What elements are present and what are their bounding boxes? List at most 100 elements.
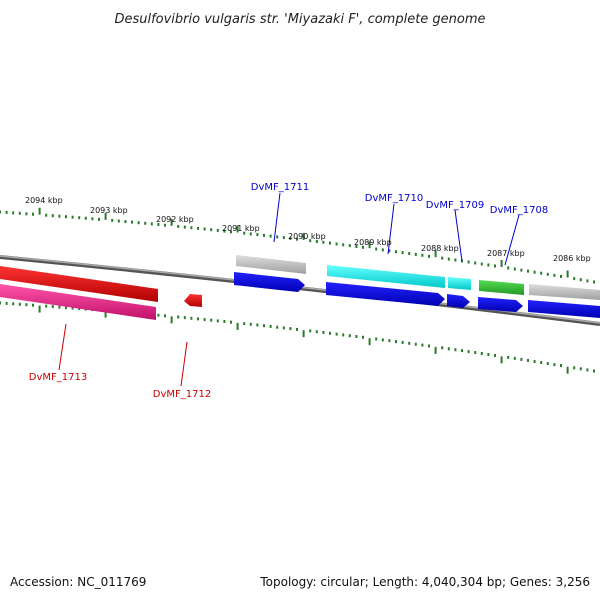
- minor-tick: [381, 248, 384, 252]
- minor-tick: [5, 210, 8, 214]
- gene-label-dvmf-1713[interactable]: DvMF_1713: [29, 372, 87, 383]
- minor-tick: [263, 233, 265, 237]
- minor-tick: [230, 230, 232, 234]
- minor-tick: [579, 367, 582, 371]
- gene-label-dvmf-1708[interactable]: DvMF_1708: [490, 205, 548, 216]
- major-tick: [368, 338, 371, 346]
- minor-tick: [177, 315, 180, 319]
- minor-tick: [467, 350, 470, 354]
- minor-tick: [32, 303, 34, 307]
- minor-tick: [18, 211, 21, 215]
- cds-arrow-dvmf-1708[interactable]: [478, 297, 523, 312]
- minor-tick: [329, 331, 331, 335]
- gene-label-dvmf-1712[interactable]: DvMF_1712: [153, 389, 211, 400]
- minor-tick: [553, 273, 556, 277]
- minor-tick: [381, 338, 384, 342]
- kbp-scale: 2094 kbp 2093 kbp 2092 kbp 2091 kbp 2090…: [25, 196, 591, 263]
- minor-tick: [25, 303, 28, 307]
- minor-tick: [276, 325, 279, 329]
- minor-tick: [362, 245, 364, 249]
- minor-tick: [388, 339, 391, 343]
- gene-feature-grey-right[interactable]: [529, 284, 600, 300]
- outer-tick-row: [0, 207, 595, 284]
- major-tick: [500, 260, 503, 267]
- minor-tick: [249, 232, 252, 236]
- callouts: [58, 192, 520, 387]
- minor-tick: [520, 357, 523, 361]
- major-tick: [302, 330, 305, 338]
- minor-tick: [355, 245, 358, 248]
- minor-tick: [461, 349, 463, 353]
- minor-tick: [348, 334, 351, 338]
- minor-tick: [276, 235, 279, 239]
- major-tick: [368, 241, 371, 249]
- minor-tick: [183, 225, 186, 229]
- minor-tick: [388, 249, 391, 253]
- gene-feature-grey[interactable]: [236, 255, 306, 274]
- minor-tick: [183, 316, 186, 320]
- major-tick: [434, 250, 437, 258]
- cds-arrow-dvmf-1710[interactable]: [326, 282, 445, 306]
- forward-cds-track: [234, 272, 600, 318]
- minor-tick: [309, 239, 312, 243]
- minor-tick: [586, 279, 589, 283]
- minor-tick: [573, 366, 576, 370]
- minor-tick: [157, 223, 160, 226]
- minor-tick: [243, 231, 246, 235]
- minor-tick: [335, 242, 338, 246]
- minor-tick: [249, 322, 252, 326]
- minor-tick: [474, 351, 477, 354]
- cds-arrow-dvmf-1711[interactable]: [234, 272, 305, 292]
- major-tick: [170, 316, 173, 324]
- minor-tick: [487, 353, 490, 356]
- major-tick: [38, 305, 41, 313]
- minor-tick: [124, 220, 127, 224]
- minor-tick: [65, 306, 67, 310]
- gene-label-dvmf-1709[interactable]: DvMF_1709: [426, 200, 484, 211]
- major-tick: [170, 218, 173, 226]
- minor-tick: [282, 236, 285, 240]
- kbp-label: 2092 kbp: [156, 215, 194, 224]
- kbp-label: 2086 kbp: [553, 254, 591, 263]
- minor-tick: [137, 221, 140, 225]
- minor-tick: [375, 247, 378, 251]
- minor-tick: [309, 329, 312, 333]
- minor-tick: [408, 341, 411, 345]
- minor-tick: [150, 222, 153, 226]
- minor-tick: [210, 228, 213, 232]
- minor-tick: [454, 348, 457, 352]
- minor-tick: [560, 274, 562, 278]
- cds-arrow-next[interactable]: [528, 300, 600, 318]
- minor-tick: [546, 362, 549, 365]
- cds-arrow-dvmf-1713-pink[interactable]: [0, 284, 156, 320]
- callout-line-dvmf-1713: [58, 323, 67, 371]
- callout-line-dvmf-1708: [504, 214, 520, 266]
- minor-tick: [18, 302, 21, 306]
- cds-arrow-dvmf-1709[interactable]: [447, 294, 470, 308]
- minor-tick: [91, 217, 94, 221]
- cds-arrow-dvmf-1713-red[interactable]: [0, 266, 158, 302]
- minor-tick: [157, 313, 160, 317]
- minor-tick: [527, 269, 529, 273]
- kbp-label: 2088 kbp: [421, 244, 459, 253]
- minor-tick: [540, 271, 543, 275]
- minor-tick: [348, 244, 351, 248]
- minor-tick: [230, 320, 232, 324]
- minor-tick: [494, 353, 496, 357]
- gene-label-dvmf-1711[interactable]: DvMF_1711: [251, 182, 309, 193]
- minor-tick: [573, 277, 576, 281]
- minor-tick: [441, 346, 444, 350]
- gene-feature-cyan[interactable]: [327, 265, 445, 288]
- minor-tick: [177, 224, 180, 228]
- gene-label-dvmf-1710[interactable]: DvMF_1710: [365, 193, 423, 204]
- cds-arrow-dvmf-1712[interactable]: [184, 294, 202, 307]
- minor-tick: [480, 262, 483, 266]
- gene-feature-cyan-small[interactable]: [448, 277, 471, 290]
- minor-tick: [395, 340, 397, 344]
- minor-tick: [421, 253, 424, 257]
- minor-tick: [342, 333, 345, 337]
- minor-tick: [362, 335, 364, 339]
- gene-feature-green[interactable]: [479, 280, 524, 295]
- minor-tick: [12, 211, 15, 215]
- kbp-label: 2091 kbp: [222, 224, 260, 233]
